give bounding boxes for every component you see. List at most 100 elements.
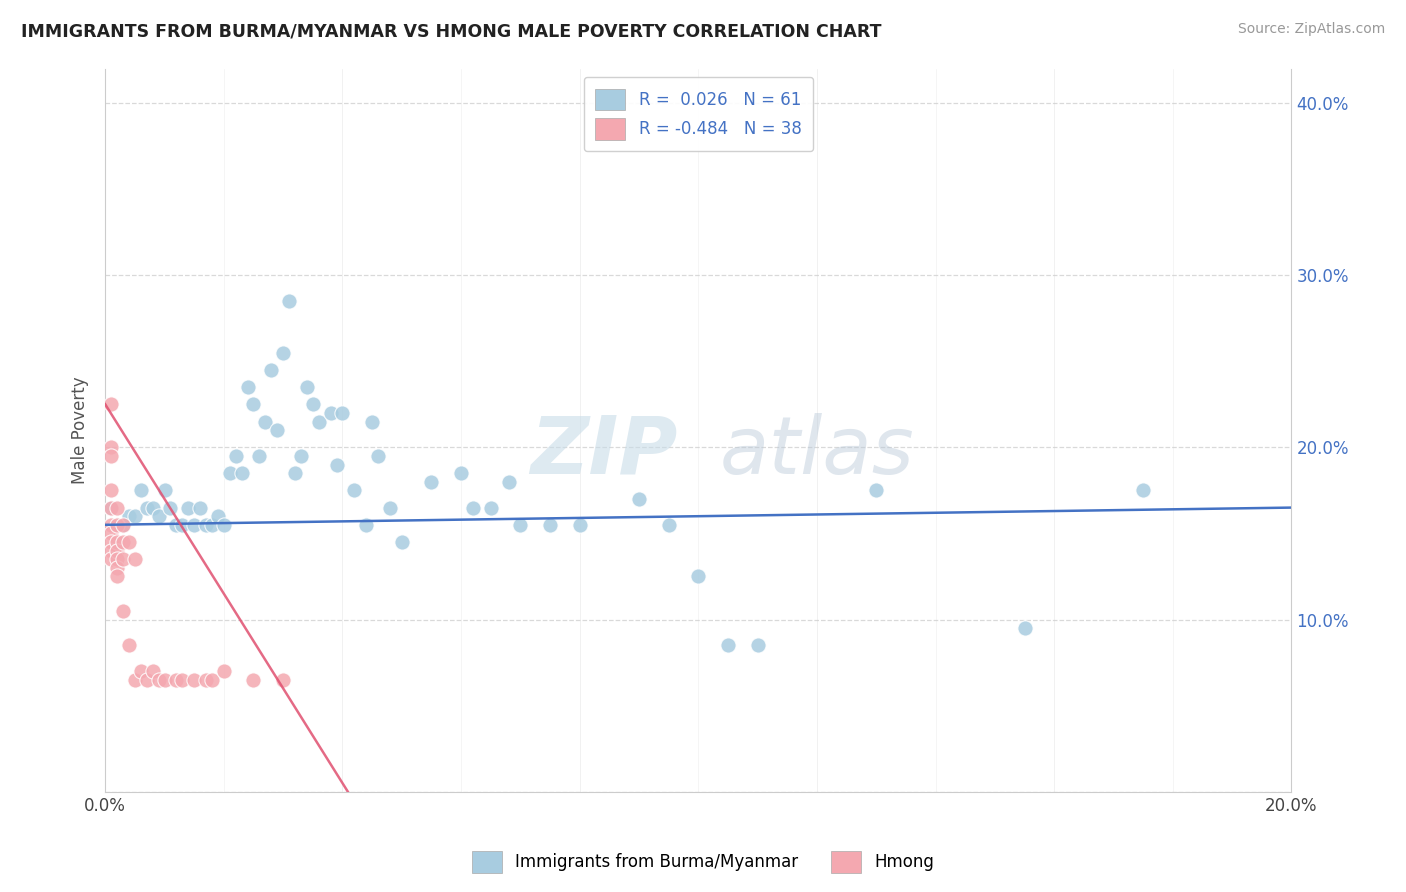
Point (177, 500, 200, 515)
Text: Source: ZipAtlas.com: Source: ZipAtlas.com (1237, 22, 1385, 37)
Point (290, 449, 312, 463)
Point (100, 552, 122, 566)
Y-axis label: Male Poverty: Male Poverty (72, 376, 89, 484)
Point (100, 449, 122, 463)
Point (111, 535, 134, 549)
Point (212, 664, 235, 678)
Point (271, 673, 294, 687)
Point (271, 345, 294, 359)
Point (188, 500, 211, 515)
Point (498, 475, 520, 489)
Point (378, 500, 401, 515)
Point (165, 673, 187, 687)
Point (717, 638, 740, 652)
Point (236, 380, 259, 394)
Point (242, 673, 264, 687)
Point (1132, 483, 1154, 498)
Point (254, 415, 277, 429)
Point (124, 552, 146, 566)
Point (148, 673, 170, 687)
Text: IMMIGRANTS FROM BURMA/MYANMAR VS HMONG MALE POVERTY CORRELATION CHART: IMMIGRANTS FROM BURMA/MYANMAR VS HMONG M… (21, 22, 882, 40)
Point (195, 517, 218, 532)
Point (260, 363, 283, 377)
Point (105, 552, 128, 566)
Point (105, 543, 128, 558)
Point (111, 517, 134, 532)
Point (129, 483, 152, 498)
Point (111, 517, 134, 532)
Point (865, 483, 887, 498)
Legend: R =  0.026   N = 61, R = -0.484   N = 38: R = 0.026 N = 61, R = -0.484 N = 38 (583, 77, 813, 152)
Point (325, 458, 347, 472)
Point (105, 500, 128, 515)
Point (568, 517, 591, 532)
Point (105, 569, 128, 583)
Text: ZIP: ZIP (530, 413, 678, 491)
Point (124, 509, 146, 524)
Text: atlas: atlas (720, 413, 914, 491)
Point (218, 466, 240, 480)
Point (201, 517, 224, 532)
Point (391, 535, 413, 549)
Point (266, 423, 288, 437)
Point (111, 552, 134, 566)
Point (278, 293, 301, 308)
Point (100, 526, 122, 541)
Point (308, 415, 330, 429)
Point (105, 517, 128, 532)
Point (100, 535, 122, 549)
Point (295, 380, 318, 394)
Point (225, 449, 247, 463)
Point (183, 517, 205, 532)
Point (354, 517, 377, 532)
Point (100, 500, 122, 515)
Point (747, 638, 769, 652)
Point (343, 483, 366, 498)
Point (242, 397, 264, 411)
Point (118, 509, 141, 524)
Point (100, 440, 122, 454)
Point (124, 673, 146, 687)
Point (100, 483, 122, 498)
Point (367, 449, 389, 463)
Point (172, 517, 194, 532)
Point (100, 517, 122, 532)
Point (111, 604, 134, 618)
Point (159, 500, 181, 515)
Point (207, 509, 229, 524)
Point (142, 500, 165, 515)
Point (153, 483, 176, 498)
Point (100, 543, 122, 558)
Point (118, 638, 141, 652)
Point (195, 673, 218, 687)
Point (231, 466, 253, 480)
Point (148, 509, 170, 524)
Legend: Immigrants from Burma/Myanmar, Hmong: Immigrants from Burma/Myanmar, Hmong (465, 845, 941, 880)
Point (420, 475, 443, 489)
Point (658, 517, 681, 532)
Point (135, 500, 157, 515)
Point (249, 449, 271, 463)
Point (688, 569, 710, 583)
Point (1014, 621, 1036, 635)
Point (142, 664, 165, 678)
Point (135, 673, 157, 687)
Point (479, 500, 502, 515)
Point (201, 673, 224, 687)
Point (301, 397, 323, 411)
Point (212, 517, 235, 532)
Point (118, 535, 141, 549)
Point (361, 415, 384, 429)
Point (100, 397, 122, 411)
Point (319, 406, 342, 420)
Point (105, 561, 128, 575)
Point (183, 673, 205, 687)
Point (627, 491, 650, 506)
Point (165, 517, 187, 532)
Point (105, 517, 128, 532)
Point (284, 466, 307, 480)
Point (153, 673, 176, 687)
Point (538, 517, 561, 532)
Point (105, 535, 128, 549)
Point (450, 466, 472, 480)
